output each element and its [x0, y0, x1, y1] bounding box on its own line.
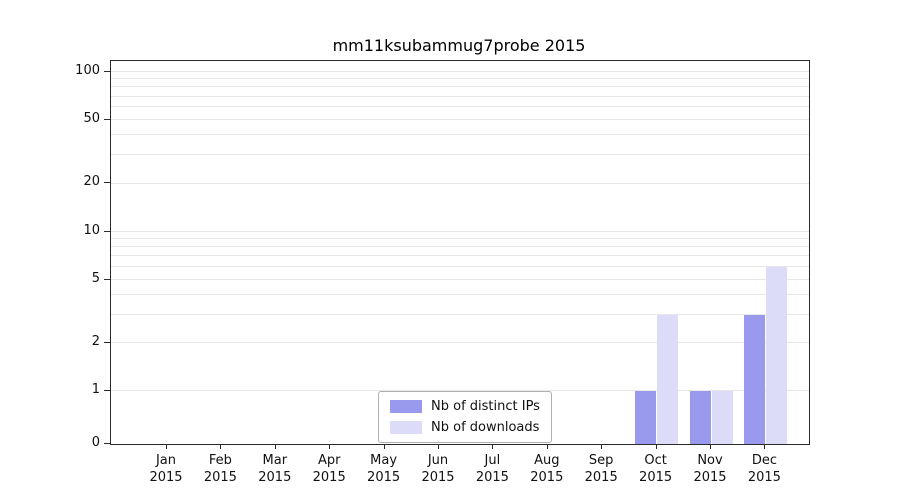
gridline — [111, 265, 809, 267]
bar-downloads — [657, 314, 679, 444]
gridline — [111, 390, 809, 391]
x-tick-label: Nov 2015 — [693, 453, 727, 485]
gridline — [111, 237, 809, 239]
gridline — [111, 278, 809, 280]
y-tick-label: 2 — [91, 333, 100, 349]
x-tick-mark — [764, 444, 766, 449]
x-tick-mark — [546, 444, 548, 449]
x-tick-label: Dec 2015 — [747, 453, 781, 485]
x-tick-mark — [710, 444, 711, 449]
plot-area — [110, 60, 810, 445]
x-tick-label: Oct 2015 — [639, 453, 673, 485]
gridline — [111, 119, 809, 121]
x-tick-label: Feb 2015 — [203, 453, 237, 485]
x-tick-mark — [329, 444, 331, 449]
y-tick-mark — [104, 278, 110, 280]
x-tick-mark — [166, 444, 167, 449]
gridline — [111, 95, 809, 97]
gridline — [111, 245, 809, 247]
x-tick-mark — [220, 444, 222, 449]
y-tick-label: 5 — [91, 270, 100, 286]
x-tick-label: Aug 2015 — [530, 453, 564, 485]
gridline — [111, 86, 809, 88]
y-tick-label: 100 — [75, 63, 100, 78]
legend-label-distinct-ips: Nb of distinct IPs — [431, 399, 540, 414]
x-tick-label: Mar 2015 — [258, 453, 292, 485]
x-tick-mark — [383, 444, 385, 449]
y-tick-mark — [104, 390, 110, 391]
x-tick-label: Apr 2015 — [312, 453, 346, 485]
y-tick-mark — [104, 119, 110, 120]
y-tick-mark — [104, 71, 110, 72]
bar-downloads — [711, 391, 733, 444]
gridline — [111, 154, 809, 156]
legend-label-downloads: Nb of downloads — [431, 420, 540, 435]
gridline — [111, 313, 809, 315]
chart-title: mm11ksubammug7probe 2015 — [332, 36, 586, 55]
legend-swatch-distinct-ips — [390, 400, 422, 413]
x-tick-mark — [492, 444, 494, 449]
x-tick-mark — [655, 444, 657, 449]
x-tick-mark — [601, 444, 603, 449]
gridline — [111, 342, 809, 343]
y-tick-label: 10 — [83, 222, 100, 238]
x-tick-label: Jul 2015 — [475, 453, 509, 485]
x-tick-label: Jun 2015 — [421, 453, 455, 485]
y-tick-mark — [104, 341, 110, 343]
bar-distinct-ips — [635, 391, 657, 444]
y-tick-mark — [104, 443, 110, 444]
gridline — [111, 182, 809, 184]
x-tick-label: Sep 2015 — [584, 453, 618, 485]
bar-downloads — [765, 266, 787, 444]
y-tick-label: 50 — [83, 111, 100, 126]
gridline — [111, 71, 809, 72]
y-tick-mark — [104, 182, 110, 184]
legend: Nb of distinct IPs Nb of downloads — [378, 391, 552, 443]
gridline — [111, 106, 809, 108]
x-tick-mark — [274, 444, 276, 449]
gridline — [111, 293, 809, 295]
gridline — [111, 230, 809, 232]
bar-distinct-ips — [743, 314, 765, 444]
gridline — [111, 134, 809, 136]
gridline — [111, 255, 809, 257]
legend-item-downloads: Nb of downloads — [390, 420, 540, 435]
y-tick-mark — [104, 230, 110, 232]
x-tick-mark — [438, 444, 439, 449]
x-tick-label: May 2015 — [367, 453, 401, 485]
legend-swatch-downloads — [390, 421, 422, 434]
x-tick-label: Jan 2015 — [149, 453, 183, 485]
legend-item-distinct-ips: Nb of distinct IPs — [390, 399, 540, 414]
gridline — [111, 78, 809, 80]
y-tick-label: 1 — [91, 382, 100, 397]
y-tick-label: 20 — [83, 174, 100, 190]
bar-distinct-ips — [689, 391, 711, 444]
y-tick-label: 0 — [91, 435, 100, 450]
